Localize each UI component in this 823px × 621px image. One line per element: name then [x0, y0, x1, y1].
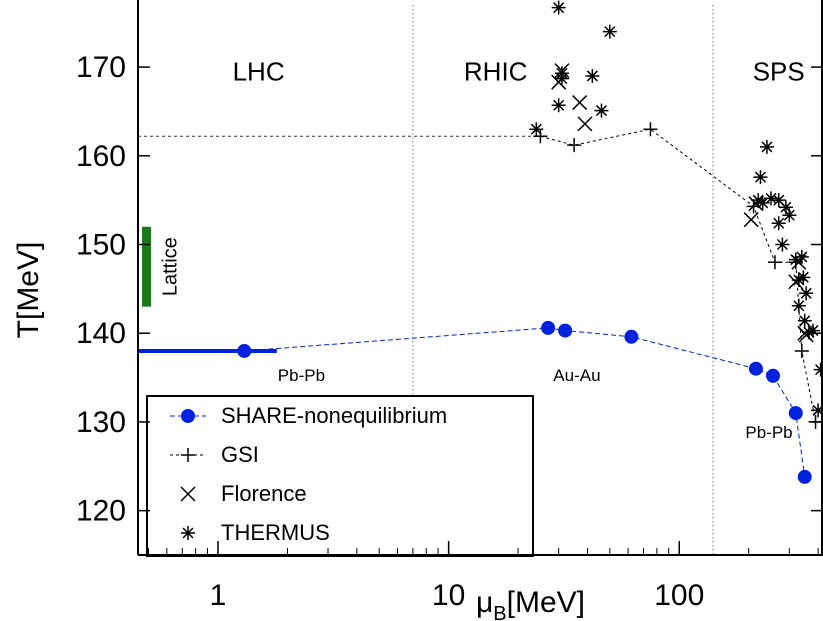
axes-layer: 120 130 140 150 160 170 1 10 100	[76, 0, 823, 612]
data-point	[577, 116, 593, 132]
data-point	[748, 361, 763, 376]
data-point	[602, 24, 617, 39]
data-point	[753, 170, 768, 185]
data-point	[624, 329, 639, 344]
y-tick-label: 150	[76, 229, 126, 262]
plot-layer: LHC RHIC SPS Pb-Pb Au-Au Pb-Pb Lattice	[138, 0, 823, 555]
data-point	[811, 403, 823, 418]
data-point	[533, 129, 548, 144]
data-point	[643, 122, 658, 137]
x-tick-label: 10	[432, 579, 465, 612]
data-point	[778, 200, 793, 215]
data-point	[766, 368, 781, 383]
data-point	[585, 68, 600, 83]
x-axis-label-subscript: B	[493, 603, 506, 621]
y-tick-label: 160	[76, 140, 126, 173]
region-label: SPS	[753, 56, 805, 86]
data-point	[567, 138, 582, 153]
data-point	[805, 323, 820, 338]
data-point	[755, 195, 770, 210]
data-point	[796, 270, 811, 285]
y-tick-label: 170	[76, 51, 126, 84]
data-point	[813, 362, 823, 377]
legend-marker	[181, 448, 195, 462]
data-point	[743, 212, 759, 228]
legend: SHARE-nonequilibrium GSI Florence THERMU…	[146, 395, 534, 557]
data-point	[764, 191, 779, 206]
legend-entry-thermus: THERMUS	[221, 520, 330, 545]
data-point	[551, 98, 566, 113]
data-point	[788, 406, 803, 421]
data-point	[775, 237, 790, 252]
x-tick-label: 100	[654, 579, 704, 612]
data-point	[541, 320, 556, 335]
data-point	[797, 313, 812, 328]
data-point	[572, 95, 588, 111]
y-tick-label: 120	[76, 495, 126, 528]
y-axis-label: T[MeV]	[12, 242, 45, 339]
data-point	[759, 139, 774, 154]
legend-entry-florence: Florence	[221, 481, 307, 506]
legend-marker	[181, 409, 195, 423]
data-point	[554, 66, 569, 81]
region-label: RHIC	[464, 56, 528, 86]
legend-marker	[181, 526, 195, 540]
series-share-nonequilibrium	[237, 320, 812, 484]
data-point	[594, 103, 609, 118]
data-point	[801, 325, 816, 340]
data-point	[788, 252, 803, 267]
x-axis-label: μB[MeV]	[476, 586, 585, 621]
data-point	[799, 286, 814, 301]
data-point	[791, 298, 806, 313]
data-point	[237, 343, 252, 358]
data-point	[797, 469, 812, 484]
legend-marker	[180, 486, 196, 502]
legend-box	[146, 395, 534, 557]
data-point	[551, 0, 566, 15]
data-point	[771, 193, 786, 208]
data-point	[794, 343, 809, 358]
data-point	[751, 193, 766, 208]
data-point	[748, 196, 764, 212]
data-point	[782, 208, 797, 223]
region-label: LHC	[233, 56, 285, 86]
data-point	[771, 216, 786, 231]
system-label: Au-Au	[553, 366, 600, 385]
data-point	[767, 255, 782, 270]
x-tick-label: 1	[210, 579, 227, 612]
y-tick-label: 130	[76, 406, 126, 439]
y-tick-label: 140	[76, 317, 126, 350]
system-label: Pb-Pb	[278, 366, 325, 385]
series-thermus	[529, 0, 823, 418]
legend-entry-share: SHARE-nonequilibrium	[221, 403, 447, 428]
lattice-label: Lattice	[160, 237, 182, 296]
system-label: Pb-Pb	[745, 423, 792, 442]
data-point	[794, 249, 809, 264]
x-axis-label-unit: [MeV]	[507, 586, 585, 619]
data-point	[791, 273, 806, 287]
data-point	[529, 122, 544, 137]
legend-entry-gsi: GSI	[221, 442, 259, 467]
series-florence	[551, 63, 814, 343]
data-point	[558, 323, 573, 338]
x-axis-label-mu: μ	[476, 586, 493, 619]
